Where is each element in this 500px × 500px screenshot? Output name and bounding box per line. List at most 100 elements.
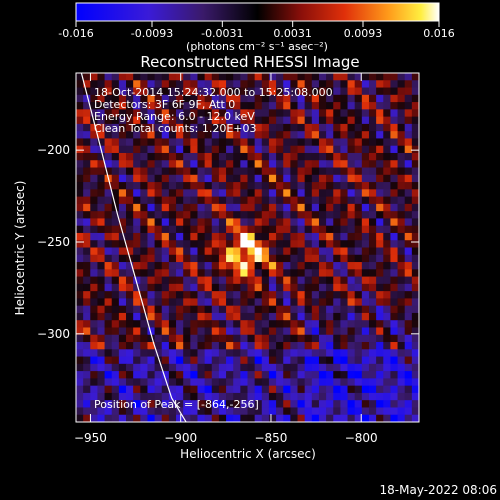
heatmap-cell [397,160,406,168]
x-axis-label: Heliocentric X (arcsec) [180,447,316,461]
heatmap-cell [368,349,377,357]
heatmap-cell [154,378,163,387]
heatmap-cell [347,109,356,118]
colorbar-gradient [75,2,440,22]
heatmap-cell [290,414,298,422]
heatmap-cell [176,262,184,270]
heatmap-cell [411,87,419,96]
heatmap-cell [218,131,227,139]
heatmap-cell [211,276,220,285]
heatmap-cell [376,363,384,372]
heatmap-cell [404,87,413,96]
heatmap-cell [276,94,284,103]
heatmap-cell [390,189,398,197]
heatmap-cell [411,240,419,248]
heatmap-cell [390,232,398,241]
heatmap-cell [111,407,120,416]
heatmap-cell [326,123,334,132]
heatmap-cell [290,131,298,139]
heatmap-cell [304,342,313,350]
heatmap-cell [347,167,356,176]
heatmap-cell [83,356,91,365]
heatmap-cell [90,298,98,307]
heatmap-cell [268,334,277,343]
heatmap-cell [404,174,413,183]
heatmap-cell [311,305,320,314]
heatmap-cell [90,247,98,256]
heatmap-cell [311,327,320,336]
heatmap-cell [97,356,105,365]
heatmap-cell [361,400,370,408]
heatmap-cell [390,73,398,81]
heatmap-cell [197,167,206,176]
heatmap-cell [161,225,170,234]
heatmap-cell [340,262,348,270]
heatmap-cell [304,196,313,205]
heatmap-cell [240,102,248,110]
heatmap-cell [318,174,327,183]
heatmap-cell [390,87,398,96]
heatmap-cell [361,283,370,292]
heatmap-cell [297,73,306,81]
heatmap-cell [218,276,227,285]
heatmap-cell [140,342,148,350]
heatmap-cell [290,254,298,263]
heatmap-cell [397,240,406,248]
heatmap-cell [347,312,356,321]
heatmap-cell [261,73,270,81]
heatmap-cell [411,385,419,394]
heatmap-cell [204,225,213,234]
heatmap-cell [254,232,263,241]
heatmap-cell [276,305,284,314]
heatmap-cell [261,145,270,154]
heatmap-cell [218,392,227,401]
heatmap-cell [111,320,120,328]
heatmap-cell [397,407,406,416]
heatmap-cell [247,196,256,205]
heatmap-cell [318,400,327,408]
heatmap-cell [404,327,413,336]
heatmap-cell [240,269,248,277]
heatmap-cell [154,320,163,328]
heatmap-cell [361,269,370,277]
heatmap-cell [118,182,127,190]
heatmap-cell [347,203,356,212]
heatmap-cell [304,211,313,219]
heatmap-cell [76,247,84,256]
heatmap-cell [111,102,120,110]
heatmap-cell [318,276,327,285]
heatmap-cell [354,407,363,416]
heatmap-cell [126,312,134,321]
heatmap-cell [333,240,341,248]
heatmap-cell [347,378,356,387]
heatmap-cell [233,269,241,277]
heatmap-cell [226,414,234,422]
heatmap-cell [376,145,384,154]
heatmap-cell [404,262,413,270]
heatmap-cell [233,196,241,205]
heatmap-cell [168,225,177,234]
heatmap-cell [340,189,348,197]
heatmap-cell [311,378,320,387]
heatmap-cell [97,407,105,416]
heatmap-cell [133,73,141,81]
heatmap-cell [340,298,348,307]
heatmap-cell [97,232,105,241]
heatmap-cell [347,174,356,183]
heatmap-cell [397,167,406,176]
heatmap-cell [76,80,84,88]
heatmap-cell [90,392,98,401]
heatmap-cell [390,196,398,205]
heatmap-cell [126,276,134,285]
heatmap-cell [326,262,334,270]
heatmap-cell [204,109,213,118]
heatmap-cell [261,334,270,343]
heatmap-cell [268,116,277,125]
heatmap-cell [111,247,120,256]
heatmap-cell [247,327,256,336]
heatmap-cell [76,363,84,372]
heatmap-cell [176,102,184,110]
heatmap-cell [233,80,241,88]
heatmap-cell [133,138,141,147]
heatmap-cell [118,312,127,321]
